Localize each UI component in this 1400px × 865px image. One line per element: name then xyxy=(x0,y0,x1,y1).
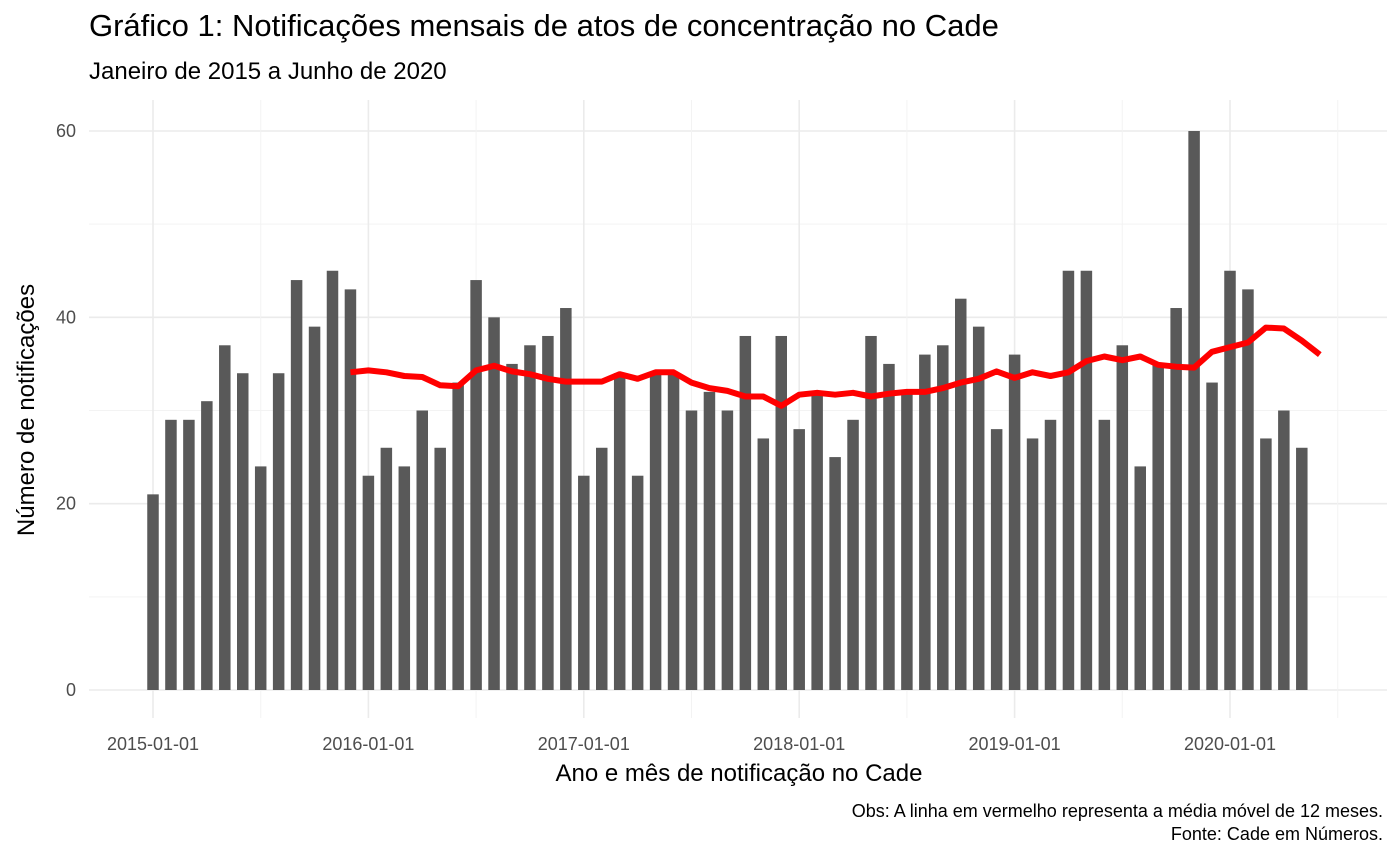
bar xyxy=(972,326,985,690)
y-axis-title: Número de notificações xyxy=(13,284,40,536)
bar xyxy=(452,382,464,690)
bar xyxy=(219,345,231,690)
bar-layer xyxy=(147,131,1308,690)
bar xyxy=(201,401,213,690)
bar xyxy=(1134,466,1146,690)
bar xyxy=(1278,410,1290,690)
bar xyxy=(685,410,698,690)
bar xyxy=(506,363,518,690)
bar xyxy=(757,438,770,690)
x-tick-label: 2019-01-01 xyxy=(969,734,1061,754)
bar xyxy=(344,289,357,690)
bar xyxy=(1188,131,1200,690)
bar xyxy=(1170,308,1182,690)
bar xyxy=(1008,354,1021,690)
bar xyxy=(955,298,967,690)
bar xyxy=(811,391,823,690)
bar xyxy=(1224,270,1236,690)
bar xyxy=(326,270,339,690)
bar xyxy=(1044,419,1057,690)
chart-subtitle: Janeiro de 2015 a Junho de 2020 xyxy=(89,58,447,85)
y-tick-label: 40 xyxy=(56,307,76,327)
bar xyxy=(434,447,446,690)
bar xyxy=(254,466,267,690)
y-tick-label: 60 xyxy=(56,121,76,141)
bar xyxy=(398,466,411,690)
y-tick-label: 20 xyxy=(56,494,76,514)
axis-layer: 0 20 40 60 2015-01-01 2016-01-01 2017-01-01 201… xyxy=(56,121,1276,754)
bar xyxy=(578,475,590,690)
y-tick-label: 0 xyxy=(66,680,76,700)
bar xyxy=(290,280,303,690)
chart-title: Gráfico 1: Notificações mensais de atos … xyxy=(89,8,999,43)
bar xyxy=(649,373,662,690)
x-axis-title: Ano e mês de notificação no Cade xyxy=(556,760,923,787)
bar xyxy=(308,326,321,690)
bar xyxy=(1206,382,1218,690)
bar xyxy=(1260,438,1272,690)
x-tick-label: 2015-01-01 xyxy=(107,734,199,754)
bar xyxy=(847,419,859,690)
bar xyxy=(165,419,177,690)
bar xyxy=(183,419,195,690)
bar xyxy=(990,429,1003,690)
bar xyxy=(488,317,500,690)
x-tick-label: 2016-01-01 xyxy=(322,734,414,754)
bar xyxy=(829,457,841,690)
moving-average-line xyxy=(350,324,1322,409)
bar xyxy=(919,354,931,690)
bar xyxy=(1080,270,1093,690)
chart-caption-source: Fonte: Cade em Números. xyxy=(1170,824,1383,844)
bar xyxy=(1026,438,1039,690)
x-tick-label: 2017-01-01 xyxy=(538,734,630,754)
bar xyxy=(613,373,626,690)
bar xyxy=(542,335,554,690)
bar xyxy=(793,429,805,690)
bar xyxy=(560,308,572,690)
bar xyxy=(272,373,285,690)
bar xyxy=(380,447,393,690)
bar xyxy=(883,363,895,690)
moving-average-layer xyxy=(350,324,1322,409)
bar xyxy=(1152,363,1164,690)
bar xyxy=(1062,270,1075,690)
bar xyxy=(596,447,608,690)
bar xyxy=(524,345,536,690)
bar xyxy=(901,391,913,690)
x-tick-label: 2018-01-01 xyxy=(753,734,845,754)
bar xyxy=(667,373,680,690)
bar xyxy=(1116,345,1129,690)
bar xyxy=(721,410,734,690)
bar xyxy=(775,335,787,690)
bar xyxy=(1242,289,1254,690)
bar xyxy=(147,494,159,690)
bar xyxy=(937,345,949,690)
bar xyxy=(1296,447,1308,690)
bar xyxy=(362,475,375,690)
bar xyxy=(1098,419,1111,690)
chart-caption-note: Obs: A linha em vermelho representa a mé… xyxy=(851,801,1383,821)
x-tick-label: 2020-01-01 xyxy=(1184,734,1276,754)
bar xyxy=(237,373,249,690)
bar xyxy=(739,335,752,690)
bar xyxy=(865,335,877,690)
bar xyxy=(631,475,644,690)
bar xyxy=(416,410,428,690)
bar xyxy=(703,391,716,690)
bar xyxy=(470,280,482,690)
